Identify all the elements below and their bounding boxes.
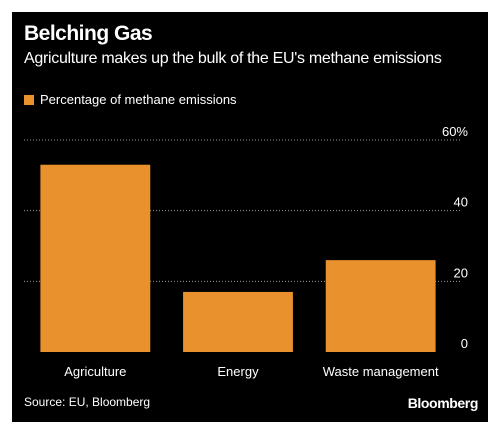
chart-title: Belching Gas	[24, 22, 153, 45]
y-tick-label: 20	[454, 265, 468, 280]
chart-subtitle: Agriculture makes up the bulk of the EU'…	[24, 50, 442, 67]
brand-logo: Bloomberg	[407, 395, 479, 411]
x-category-label: Waste management	[323, 364, 439, 379]
chart-legend: Percentage of methane emissions	[24, 92, 237, 107]
chart-frame: Belching Gas Agriculture makes up the bu…	[12, 12, 488, 422]
bar-chart: 0 20 40 60% Agriculture Energy Waste managemen…	[24, 124, 468, 379]
bar-waste-management	[325, 260, 436, 352]
legend-label: Percentage of methane emissions	[40, 92, 237, 107]
bar-energy	[183, 291, 293, 352]
source-note: Source: EU, Bloomberg	[24, 395, 151, 409]
y-tick-label: 40	[454, 195, 468, 210]
y-tick-label: 60%	[442, 124, 468, 139]
y-tick-label: 0	[461, 336, 468, 351]
bar-agriculture	[40, 164, 151, 352]
x-category-label: Agriculture	[64, 364, 126, 379]
x-category-label: Energy	[217, 364, 259, 379]
legend-swatch	[24, 94, 34, 105]
